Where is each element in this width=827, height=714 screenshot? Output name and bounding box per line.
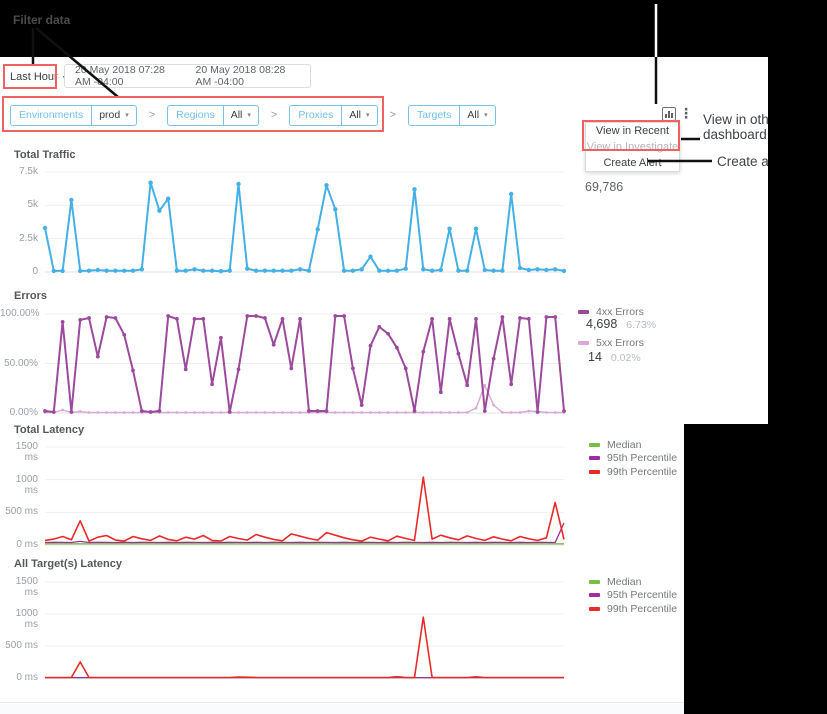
axis-tick-label: 1500 ms [15,441,38,463]
time-range-dropdown[interactable]: Last Hour ▾ [10,67,67,87]
axis-tick-label: 7.5k [19,166,38,177]
chip-label: Environments [19,109,84,121]
filter-chip-targets[interactable]: Targets All ▾ [407,104,496,126]
chip-value: All [467,109,480,121]
annotation-mask-top [0,0,827,57]
axis-tick-label: 1000 ms [15,473,38,496]
axis-tick-label: 50.00% [4,357,38,369]
legend-item-p95: 95th Percentile [589,589,677,601]
time-range-label: Last Hour [10,71,58,83]
menu-item-create-alert[interactable]: Create Alert [603,157,662,169]
legend-swatch-p95 [589,456,600,460]
legend-item-5xx: 5xx Errors [578,337,644,349]
filter-chip-environments[interactable]: Environments prod ▾ [10,104,137,126]
axis-tick-label: 0.00% [9,407,38,418]
legend-swatch-p99 [589,607,600,611]
series-4xx-errors [44,315,565,413]
filter-bar: Environments prod ▾ > Regions All ▾ > Prox… [10,104,496,126]
annotation-note-create-alert: Create a [717,154,769,169]
chip-value: All [230,109,243,121]
chip-value: All [349,109,362,121]
annotation-mask-bottom-right [684,424,827,714]
legend-swatch-p99 [589,470,600,474]
axis-tick-label: 5k [27,199,38,211]
annotation-filter-data-label: Filter data [13,13,71,27]
legend-values-4xx: 4,698 6.73% [586,317,657,331]
axis-tick-label: 500 ms [5,506,38,518]
axis-tick-label: 1500 ms [15,576,38,598]
filter-chip-regions[interactable]: Regions All ▾ [167,104,259,126]
chart-title-total-traffic: Total Traffic [14,149,76,161]
chip-label: Proxies [298,109,334,121]
caret-down-icon: ▾ [484,112,488,119]
actions-menu: View in Recent View in Investigate Creat… [585,122,680,172]
series-5xx-errors [45,384,564,414]
annotation-mask-right [768,57,827,424]
date-end: 20 May 2018 08:28 AM -04:00 [195,64,286,88]
legend-swatch-median [589,443,600,447]
annotation-note-dashboards: View in oth dashboard [703,112,769,142]
axis-tick-label: 0 [32,266,38,277]
series-99th-percentile [44,476,565,542]
legend-item-p99: 99th Percentile [589,466,677,478]
chip-separator: > [389,109,396,121]
caret-down-icon: ▾ [125,112,129,119]
legend-swatch-p95 [589,593,600,597]
chart-title-errors: Errors [14,290,48,302]
menu-item-view-in-investigate[interactable]: View in Investigate [586,141,679,153]
caret-down-icon: ▾ [247,112,251,119]
axis-tick-label: 0 ms [16,539,38,550]
footer-bar [0,702,827,714]
chip-separator: > [270,109,278,121]
dashboard-chart-icon[interactable] [662,107,676,121]
axis-tick-label: 0 ms [16,672,38,683]
legend-item-p95: 95th Percentile [589,452,677,464]
legend-item-median: Median [589,576,641,588]
kebab-menu-icon[interactable]: ⋮ [679,105,693,121]
date-range-picker[interactable]: 20 May 2018 07:28 AM -04:00 20 May 2018 … [64,64,311,88]
chip-separator: > [148,109,156,121]
series-99th-percentile [45,616,564,679]
traffic-total-value: 69,786 [585,180,624,194]
caret-down-icon: ▾ [366,112,370,119]
legend-item-p99: 99th Percentile [589,603,677,615]
chart-title-total-latency: Total Latency [14,424,85,436]
series-95th-percentile [44,522,565,544]
menu-item-view-in-recent[interactable]: View in Recent [595,125,670,137]
legend-swatch-4xx [578,310,589,314]
axis-tick-label: 1000 ms [15,608,38,630]
chip-label: Targets [416,109,452,121]
filter-chip-proxies[interactable]: Proxies All ▾ [289,104,378,126]
series-traffic [44,181,565,273]
legend-item-median: Median [589,439,641,451]
axis-tick-label: 100.00% [0,308,40,319]
axis-tick-label: 2.5k [19,232,38,244]
chart-title-all-targets-latency: All Target(s) Latency [14,558,122,570]
legend-values-5xx: 14 0.02% [588,350,641,364]
axis-tick-label: 500 ms [5,640,38,651]
chip-value: prod [99,109,121,121]
date-start: 20 May 2018 07:28 AM -04:00 [75,64,165,88]
legend-swatch-5xx [578,341,589,345]
chip-label: Regions [176,109,215,121]
legend-swatch-median [589,580,600,584]
legend-item-4xx: 4xx Errors [578,306,644,318]
